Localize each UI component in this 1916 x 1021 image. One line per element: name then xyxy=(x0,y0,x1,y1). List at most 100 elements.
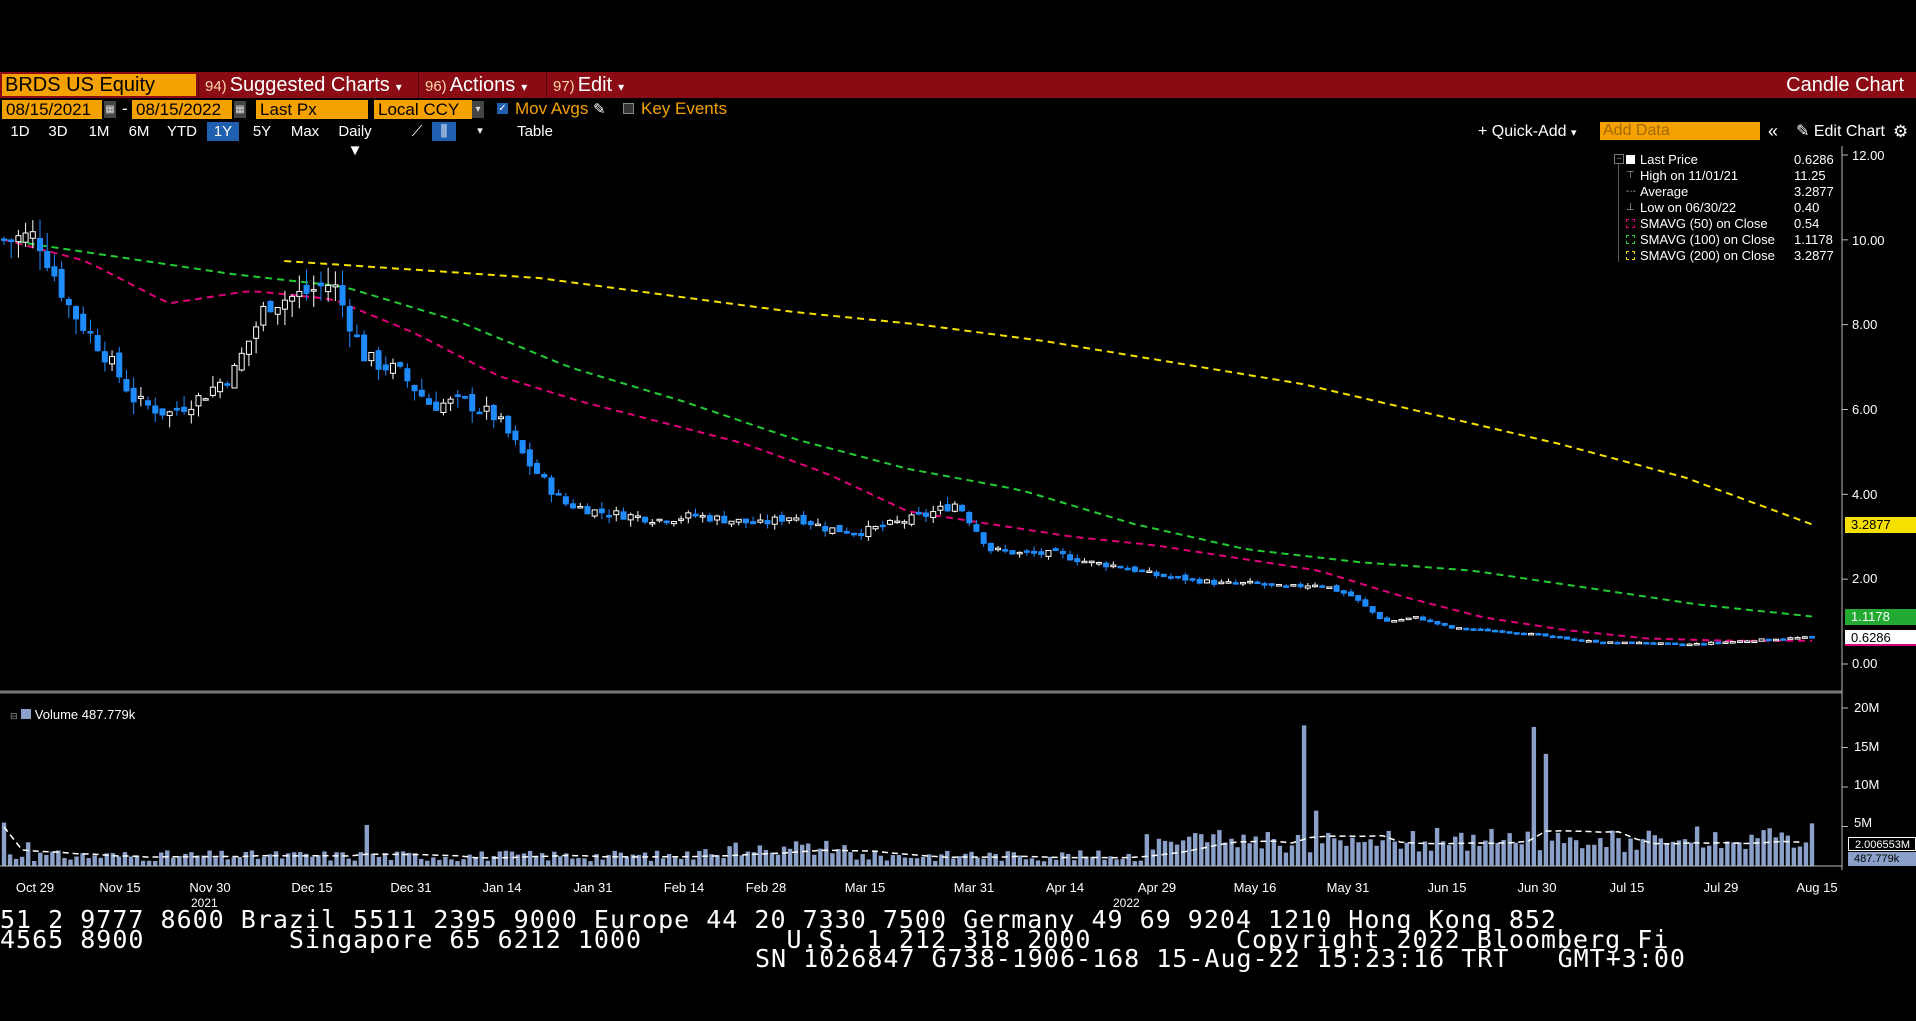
candle-body xyxy=(253,326,260,339)
candle-body xyxy=(1052,548,1059,552)
candle-chart-icon[interactable]: ⫼ xyxy=(432,122,456,141)
candle-body xyxy=(613,510,620,516)
candle-body xyxy=(73,306,80,320)
x-axis-label: Aug 15 xyxy=(1796,880,1838,895)
volume-bar xyxy=(255,858,261,866)
chevron-down-icon[interactable]: ▾ xyxy=(477,125,483,137)
x-axis-label: Jul 29 xyxy=(1703,880,1739,895)
volume-bar xyxy=(1791,847,1797,866)
candle-body xyxy=(894,520,901,524)
volume-bar xyxy=(455,861,460,866)
volume-bar xyxy=(237,857,243,866)
volume-bar xyxy=(866,859,871,866)
candle-body xyxy=(1002,549,1009,552)
volume-bar xyxy=(38,852,43,866)
candle-body xyxy=(418,389,425,397)
volume-bar xyxy=(1519,844,1524,866)
gear-icon[interactable]: ⚙ xyxy=(1893,122,1909,141)
currency-select[interactable]: Local CCY xyxy=(374,100,472,119)
period-5y-button[interactable]: 5Y xyxy=(252,123,272,140)
calendar-icon[interactable]: ▦ xyxy=(104,101,116,118)
candle-body xyxy=(1333,585,1340,592)
start-date-field[interactable]: 08/15/2021 xyxy=(2,100,102,119)
volume-bar xyxy=(267,854,273,866)
edit-menu[interactable]: 97) Edit ▾ xyxy=(546,72,639,98)
legend-item-sma200: SMAVG (200) on Close 3.2877 xyxy=(1610,248,1836,264)
calendar-icon[interactable]: ▦ xyxy=(234,101,246,118)
candle-body xyxy=(1592,639,1599,643)
sma-200-series xyxy=(284,260,1813,526)
volume-bar xyxy=(1307,852,1313,866)
collapse-icon[interactable]: − xyxy=(1614,154,1624,164)
end-date-field[interactable]: 08/15/2022 xyxy=(132,100,232,119)
security-ticker-field[interactable]: BRDS US Equity xyxy=(2,74,196,96)
legend-label: SMAVG (200) on Close xyxy=(1640,248,1775,263)
line-chart-icon[interactable]: ⟋ xyxy=(411,123,423,140)
candle-body xyxy=(303,284,310,294)
suggested-charts-menu[interactable]: 94) Suggested Charts ▾ xyxy=(198,72,417,98)
volume-bar xyxy=(654,850,660,866)
x-axis-label: Nov 15 xyxy=(99,880,141,895)
candle-body xyxy=(1765,638,1772,642)
volume-bar xyxy=(286,853,291,866)
candle-body xyxy=(281,299,288,310)
volume-bar xyxy=(1809,823,1815,866)
volume-bar xyxy=(564,853,569,866)
candle-body xyxy=(858,533,865,537)
mov-avgs-checkbox[interactable]: ✓ xyxy=(497,103,508,114)
legend-value: 3.2877 xyxy=(1794,184,1834,199)
volume-legend[interactable]: ⊟ Volume 487.779k xyxy=(10,707,135,722)
volume-bar xyxy=(1713,832,1718,866)
volume-bar xyxy=(521,853,527,866)
period-1d-button[interactable]: 1D xyxy=(10,123,30,140)
collapse-icon[interactable]: « xyxy=(1768,121,1779,141)
price-field-select[interactable]: Last Px xyxy=(256,100,368,119)
add-data-input[interactable]: Add Data xyxy=(1600,122,1760,140)
chart-legend[interactable]: − Last Price 0.6286 ⊤ High on 11/01/21 11.2… xyxy=(1610,152,1836,268)
key-events-checkbox[interactable] xyxy=(623,103,634,114)
volume-bar xyxy=(376,857,382,866)
volume-bar xyxy=(1446,845,1452,866)
volume-bar xyxy=(1428,850,1434,866)
candle-body xyxy=(397,362,404,367)
frequency-select[interactable]: Daily ▼ xyxy=(330,122,380,159)
candle-body xyxy=(886,520,893,525)
actions-menu[interactable]: 96) Actions ▾ xyxy=(418,72,547,98)
price-candles xyxy=(1,219,1815,647)
candle-body xyxy=(1520,632,1527,636)
period-ytd-button[interactable]: YTD xyxy=(167,123,197,140)
volume-bar xyxy=(1537,850,1543,866)
candle-body xyxy=(728,520,735,525)
volume-bar xyxy=(189,852,194,866)
volume-bar xyxy=(630,854,636,866)
chart-type-label[interactable]: Candle Chart xyxy=(1786,74,1904,96)
candle-body xyxy=(1376,611,1383,620)
volume-bar xyxy=(945,850,950,866)
candle-body xyxy=(116,352,123,378)
period-1m-button[interactable]: 1M xyxy=(88,123,110,140)
pencil-icon[interactable]: ✎ xyxy=(593,101,606,118)
candle-body xyxy=(1528,632,1535,636)
x-axis-label: Jun 15 xyxy=(1427,880,1467,895)
volume-bar xyxy=(793,841,799,866)
volume-bar xyxy=(854,859,859,866)
candle-body xyxy=(159,408,166,416)
volume-bar xyxy=(273,851,279,866)
candle-body xyxy=(1203,579,1210,584)
candle-body xyxy=(1463,627,1470,631)
collapse-icon[interactable]: ⊟ xyxy=(10,711,18,721)
volume-bar xyxy=(346,858,351,866)
candle-body xyxy=(606,514,613,518)
candle-body xyxy=(1621,641,1628,645)
volume-bar xyxy=(1023,859,1029,866)
edit-chart-button[interactable]: ✎ Edit Chart xyxy=(1796,123,1885,140)
sma-200-price-tag: 3.2877 xyxy=(1845,517,1916,533)
period-6m-button[interactable]: 6M xyxy=(128,123,150,140)
candle-body xyxy=(1484,628,1491,632)
period-3d-button[interactable]: 3D xyxy=(48,123,68,140)
quick-add-button[interactable]: + Quick-Add ▾ xyxy=(1478,123,1577,140)
table-button[interactable]: Table xyxy=(517,123,553,140)
period-max-button[interactable]: Max xyxy=(290,123,320,140)
chevron-down-icon[interactable]: ▾ xyxy=(472,101,484,118)
period-1y-button[interactable]: 1Y xyxy=(207,122,239,141)
